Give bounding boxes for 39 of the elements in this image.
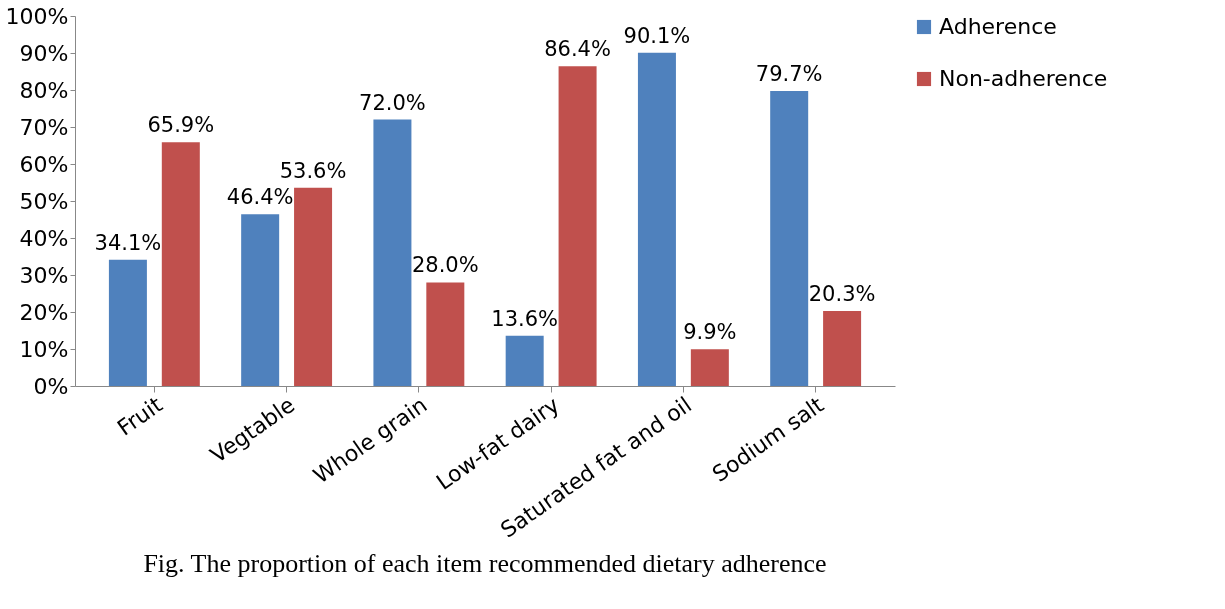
- data-label: 53.6%: [279, 158, 347, 183]
- bar: [108, 259, 147, 386]
- data-label: 90.1%: [623, 23, 691, 48]
- bar: [505, 335, 544, 386]
- bar: [373, 119, 412, 386]
- bar: [770, 91, 809, 386]
- bar: [294, 187, 333, 386]
- data-label: 34.1%: [94, 230, 162, 255]
- y-tick-label: 50%: [19, 188, 69, 214]
- y-tick-label: 40%: [19, 225, 69, 251]
- y-tick-label: 80%: [19, 77, 69, 103]
- y-tick-label: 0%: [33, 373, 69, 399]
- bar: [241, 214, 280, 386]
- y-tick-label: 100%: [5, 3, 69, 29]
- text: Fig. The proportion of each item recommended dietary adherence: [143, 549, 827, 579]
- legend-label: Adherence: [939, 14, 1057, 39]
- data-label: 9.9%: [683, 320, 737, 345]
- data-label: 28.0%: [411, 253, 479, 278]
- legend-label: Non-adherence: [939, 66, 1108, 91]
- bar: [637, 52, 676, 386]
- y-tick-label: 20%: [19, 299, 69, 325]
- data-label: 20.3%: [808, 281, 876, 306]
- x-tick-label: Fruit: [112, 391, 168, 441]
- y-tick-label: 10%: [19, 336, 69, 362]
- data-label: 79.7%: [755, 62, 823, 87]
- data-label: 65.9%: [147, 113, 215, 138]
- bar: [823, 310, 862, 386]
- y-tick-label: 30%: [19, 262, 69, 288]
- bar: [161, 142, 200, 386]
- y-tick-label: 60%: [19, 151, 69, 177]
- bar: [690, 349, 729, 386]
- data-label: 72.0%: [359, 90, 426, 115]
- bar: [426, 282, 465, 386]
- bar: [558, 66, 597, 386]
- data-label: 13.6%: [491, 306, 559, 331]
- y-tick-label: 90%: [19, 40, 69, 66]
- y-tick-label: 70%: [19, 114, 69, 140]
- data-label: 46.4%: [226, 185, 294, 210]
- data-label: 86.4%: [544, 37, 611, 62]
